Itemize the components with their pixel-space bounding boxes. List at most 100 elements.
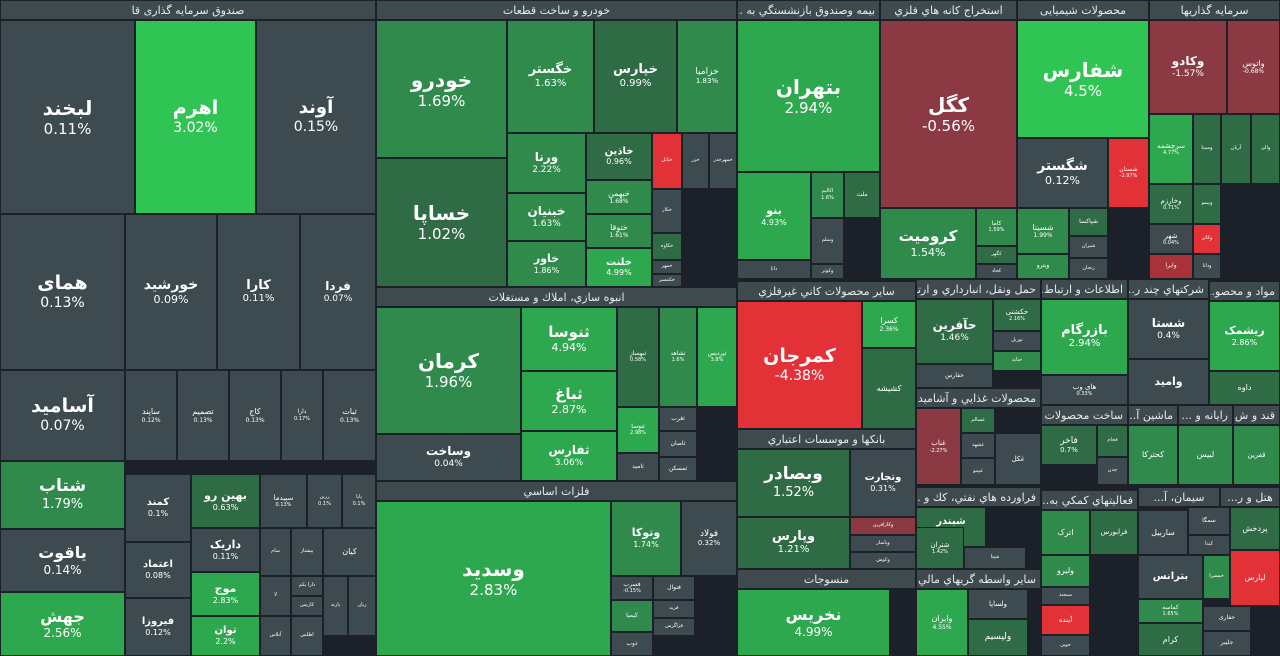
tile-betrans[interactable]: بترانس [1138,555,1203,599]
tile-vsakht[interactable]: وساخت 0.04% [376,434,521,481]
tile-khlent[interactable]: خلنت 4.99% [586,248,652,287]
tile-hafarin[interactable]: حآفرين 1.46% [916,299,993,364]
tile-khkaro[interactable]: خکاوه [652,233,682,260]
tile-khepars[interactable]: خپارس 0.99% [594,20,677,133]
sector-header-inv[interactable]: سرمایه گذاریها [1149,0,1280,20]
tile-sbijand[interactable]: سبجند [1041,587,1090,605]
tile-vamid[interactable]: وامید [1128,359,1209,405]
tile-kesra[interactable]: کسرا 2.36% [862,301,916,348]
tile-asamid[interactable]: آسامید 0.07% [0,370,125,461]
tile-zob[interactable]: ذوب [611,632,653,656]
tile-ghakl[interactable]: غکل [995,433,1041,485]
sector-header-hotel[interactable]: هتل و ر... [1220,487,1280,507]
tile-atlas[interactable]: آتلاس [260,616,291,656]
sector-header-build[interactable]: انبوه سازي، املاك و مستغلات [376,287,737,307]
tile-vtoka[interactable]: وتوکا 1.74% [611,501,681,576]
sector-header-finint[interactable]: ساير واسطه گريهاي مالي [916,569,1041,589]
sector-header-sugar[interactable]: قند و ش... [1233,405,1280,425]
tile-vatoos[interactable]: واتوس -0.68% [1227,20,1280,114]
sector-header-metals[interactable]: فلزات اساسي [376,481,737,501]
tile-kmorjan[interactable]: کمرجان -4.38% [737,301,862,429]
tile-khazamia[interactable]: خزامیا 1.83% [677,20,737,133]
tile-lnis[interactable]: لبیس [1178,425,1233,485]
sector-header-chem[interactable]: محصولات شیمیایی [1017,0,1149,20]
tile-vpars[interactable]: وپارس 1.21% [737,517,850,569]
sector-header-mine[interactable]: استخراج كانه هاي فلزي [880,0,1017,20]
tile-kamand[interactable]: کمند 0.1% [125,474,191,542]
tile-vkado[interactable]: وکادو -1.57% [1149,20,1227,114]
tile-brdakhsh[interactable]: پردخش [1230,507,1280,550]
sector-header-textile[interactable]: منسوجات [737,569,916,589]
tile-kaj[interactable]: کاج 0.13% [229,370,281,461]
tile-vali[interactable]: والی [1251,114,1280,184]
tile-hafars[interactable]: حفارس [916,364,993,388]
tile-vasdid[interactable]: وسدید 2.83% [376,501,611,656]
sector-header-multi[interactable]: شركتهاي چند ر... [1128,279,1209,299]
tile-vpasar[interactable]: وپاسار [850,535,916,552]
tile-karis[interactable]: کاریس [291,596,323,616]
tile-hkeshti[interactable]: حکشتی 2.16% [993,299,1041,331]
tile-labkhand[interactable]: لبخند 0.11% [0,20,135,214]
tile-la[interactable]: لا [260,576,291,616]
tile-homay[interactable]: همای 0.13% [0,214,125,370]
tile-sparis[interactable]: ثپردیس 3.8% [697,307,737,407]
tile-sasan[interactable]: ثاصان [659,431,697,457]
tile-farabist[interactable]: فرابورس [1090,510,1138,555]
tile-karam[interactable]: کرام [1138,623,1203,656]
tile-veliro[interactable]: وليرو [1041,555,1090,587]
tile-yaghoot[interactable]: یاقوت 0.14% [0,529,125,592]
tile-vrena[interactable]: ورنا 2.22% [507,133,586,193]
tile-bno[interactable]: بنو 4.93% [737,172,811,260]
tile-kara[interactable]: کارا 0.11% [217,214,300,370]
tile-jahesh[interactable]: جهش 2.56% [0,592,125,656]
tile-vbsadr[interactable]: وبصادر 1.52% [737,449,850,517]
tile-ghsalem[interactable]: غسالم [961,408,995,433]
tile-vsalem[interactable]: وسلم [811,218,844,264]
tile-pishtaz[interactable]: پیشتاز [291,528,323,576]
tile-tasmim[interactable]: تصمیم 0.13% [177,370,229,461]
tile-vbimo[interactable]: وبیمو [1193,184,1221,224]
tile-vkhatr[interactable]: وکاتر [1193,224,1221,254]
tile-ghshahd[interactable]: غشهد [961,433,995,458]
tile-ghfarin[interactable]: قفرین [1233,425,1280,485]
tile-sabagh[interactable]: ثباغ 2.87% [521,371,617,431]
tile-sbahsaz[interactable]: ثبهساز 0.58% [617,307,659,407]
tile-vkhrazm[interactable]: وخارزم 0.71% [1149,184,1193,224]
tile-dara[interactable]: دارا 0.17% [281,370,323,461]
tile-sfars[interactable]: ثفارس 3.06% [521,431,617,481]
tile-kama[interactable]: کاما 1.59% [976,208,1017,246]
tile-jowain[interactable]: جوین [1041,635,1090,656]
tile-sepidma[interactable]: سپیدما 0.13% [260,474,307,528]
tile-shfars[interactable]: شفارس 4.5% [1017,20,1149,138]
tile-fjam[interactable]: فجام [1097,425,1128,457]
tile-khbahman[interactable]: خبهمن 1.68% [586,180,652,214]
sector-header-built[interactable]: ساخت محصولات ... [1041,405,1128,425]
tile-khtoga[interactable]: ختوقا 1.61% [586,214,652,248]
tile-kshisha[interactable]: کشیشه [862,348,916,429]
tile-htoril[interactable]: توریل [993,331,1041,351]
tile-behinro[interactable]: بهین رو 0.63% [191,474,260,528]
tile-chidan[interactable]: چدن [1097,457,1128,485]
tile-semga[interactable]: سمگا [1188,507,1230,535]
tile-khegostar[interactable]: خگستر 1.63% [507,20,594,133]
sector-header-fund[interactable]: صندوق سرمایه گذاری قا [0,0,376,20]
tile-firooza[interactable]: فیروزا 0.12% [125,598,191,656]
tile-nkhris[interactable]: نخریس 4.99% [737,589,890,656]
tile-labpars[interactable]: لپارس [1230,550,1280,606]
tile-koromit[interactable]: کرومیت 1.54% [880,208,976,279]
sector-header-trans[interactable]: حمل ونقل، انبارداري و ارتبا... [916,279,1041,299]
sector-header-food[interactable]: محصولات غذايي و آشاميد... [916,388,1041,408]
tile-vlispa[interactable]: ولساپا [968,589,1028,619]
tile-kian[interactable]: کیان [323,528,376,576]
tile-kheenian[interactable]: خبنیان 1.63% [507,193,586,241]
sector-header-auto[interactable]: خودرو و ساخت قطعات [376,0,737,20]
tile-vairan[interactable]: وایران 4.55% [916,589,968,656]
sector-header-comp[interactable]: رايانه و ... [1178,405,1233,425]
tile-etemad[interactable]: اعتماد 0.08% [125,542,191,598]
tile-davo[interactable]: داوه [1209,371,1280,405]
tile-etesal[interactable]: اطلس [291,616,323,656]
tile-vkarafarin[interactable]: وکارافرین [850,517,916,535]
tile-kgol[interactable]: کگل -0.56% [880,20,1017,208]
tile-tavan[interactable]: توان 2.2% [191,616,260,656]
tile-kkhazar[interactable]: کحترکا [1128,425,1178,485]
